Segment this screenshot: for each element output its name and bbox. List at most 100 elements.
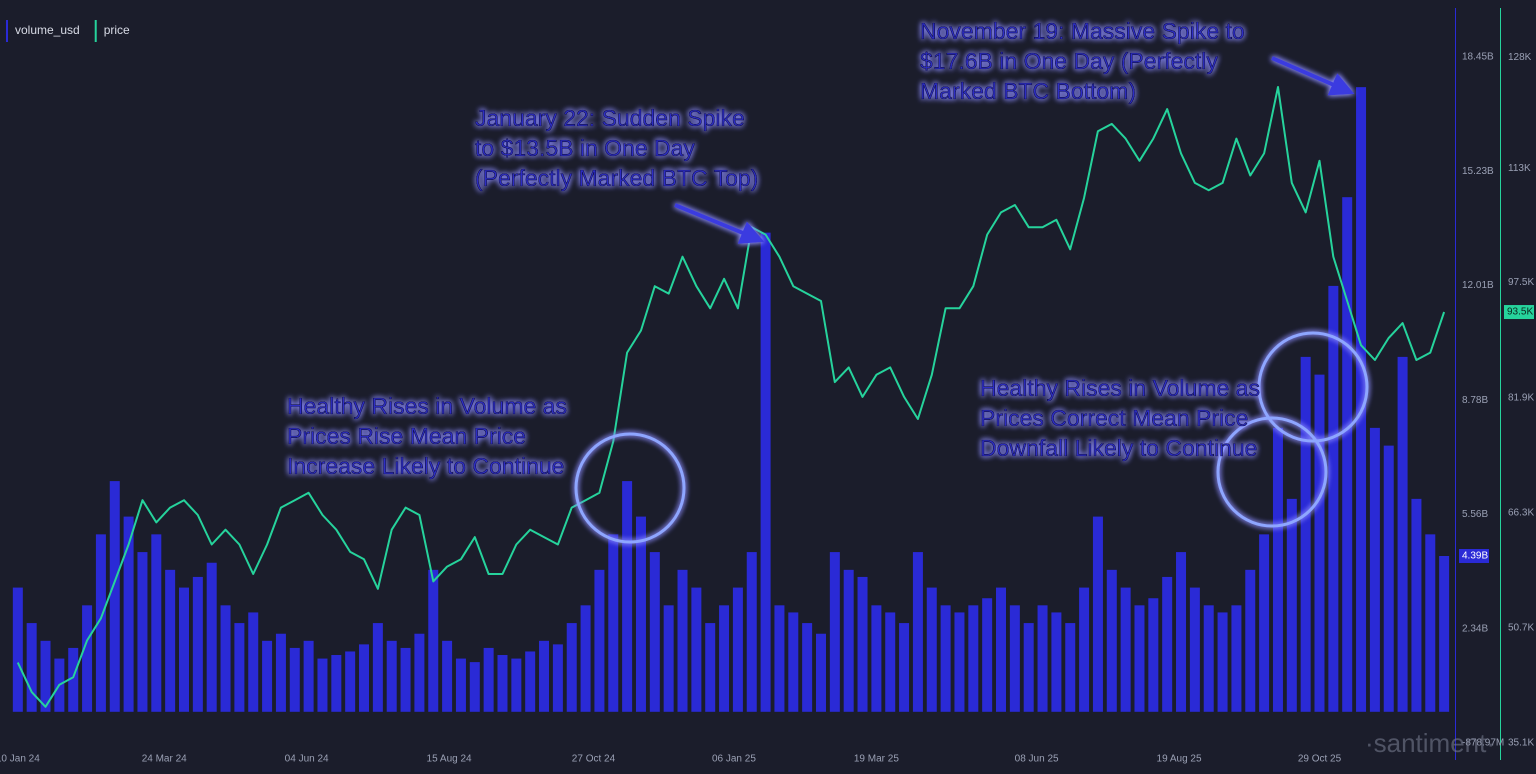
y-tick-label: 15.23B: [1462, 166, 1494, 177]
volume-bar: [192, 576, 203, 712]
highlight-circles: [574, 331, 1369, 544]
x-tick-label: 08 Jun 25: [1015, 754, 1059, 765]
volume-bar: [1106, 569, 1117, 712]
y2-tick-label: 50.7K: [1508, 623, 1534, 634]
volume-bar: [774, 605, 785, 712]
y2-tick-label: 81.9K: [1508, 392, 1534, 403]
volume-bar: [1272, 427, 1283, 712]
volume-bar: [539, 640, 550, 712]
volume-bar: [705, 623, 716, 712]
arrow: [674, 203, 765, 244]
legend-swatch: [6, 20, 8, 42]
volume-bar: [594, 569, 605, 712]
volume-bar: [359, 644, 370, 712]
volume-bar: [1383, 445, 1394, 712]
volume-bar: [580, 605, 591, 712]
volume-bar: [1231, 605, 1242, 712]
volume-bar: [469, 662, 480, 712]
volume-bar: [1051, 612, 1062, 712]
x-tick-label: 04 Jun 24: [285, 754, 329, 765]
last-value-badge: [1504, 305, 1534, 320]
volume-bar: [1120, 587, 1131, 712]
volume-bar: [497, 655, 508, 712]
volume-bar: [1425, 534, 1436, 712]
volume-bar: [802, 623, 813, 712]
volume-bar: [151, 534, 162, 712]
price-line: [16, 86, 1446, 708]
volume-bar: [1217, 612, 1228, 712]
volume-bar: [663, 605, 674, 712]
volume-bar: [608, 534, 619, 712]
watermark: ·santiment·: [1365, 728, 1495, 758]
y2-tick-label: 66.3K: [1508, 507, 1534, 518]
volume-bar: [109, 481, 120, 712]
volume-bar: [289, 647, 300, 712]
volume-bar: [165, 569, 176, 712]
volume-bar: [1356, 87, 1367, 712]
volume-bar: [137, 552, 148, 712]
annotation: (Perfectly Marked BTC Top): [475, 165, 758, 191]
volume-bar: [719, 605, 730, 712]
volume-bar: [649, 552, 660, 712]
volume-bar: [815, 633, 826, 712]
volume-bar: [691, 587, 702, 712]
volume-bar: [331, 655, 342, 712]
volume-bar: [1009, 605, 1020, 712]
volume-bar: [455, 658, 466, 712]
volume-bar: [1134, 605, 1145, 712]
volume-bar: [677, 569, 688, 712]
x-tick-label: 15 Aug 24: [427, 754, 472, 765]
volume-bar: [940, 605, 951, 712]
volume-bar: [1148, 598, 1159, 712]
volume-bar: [885, 612, 896, 712]
y2-tick-label: 113K: [1508, 163, 1531, 174]
volume-bar: [1411, 498, 1422, 712]
volume-bar: [248, 612, 259, 712]
volume-bar: [899, 623, 910, 712]
annotation: Downfall Likely to Continue: [980, 435, 1257, 461]
x-tick-label: 24 Mar 24: [142, 754, 187, 765]
x-tick-label: 27 Oct 24: [572, 754, 616, 765]
volume-bar: [525, 651, 536, 712]
annotation: Prices Rise Mean Price: [287, 423, 526, 449]
volume-bar: [1245, 569, 1256, 712]
volume-bar: [206, 562, 217, 712]
volume-bar: [1092, 516, 1103, 712]
volume-bar: [178, 587, 189, 712]
x-tick-label: 19 Mar 25: [854, 754, 899, 765]
x-tick-label: 06 Jan 25: [712, 754, 756, 765]
x-tick-label: 10 Jan 24: [0, 754, 40, 765]
volume-bar: [414, 633, 425, 712]
x-tick-label: 19 Aug 25: [1157, 754, 1202, 765]
volume-bar: [303, 640, 314, 712]
volume-bar: [1314, 374, 1325, 712]
volume-bar: [345, 651, 356, 712]
highlight-circle: [574, 432, 686, 544]
volume-bar: [635, 516, 646, 712]
y-tick-label: 18.45B: [1462, 52, 1494, 63]
volume-bar: [1176, 552, 1187, 712]
y-tick-label: -878.97M: [1462, 738, 1504, 749]
volume-bar: [372, 623, 383, 712]
legend-swatch: [94, 20, 97, 42]
legend-label: volume_usd: [15, 23, 80, 37]
volume-bar: [68, 647, 79, 712]
volume-bar: [1023, 623, 1034, 712]
volume-bar: [788, 612, 799, 712]
volume-bar: [386, 640, 397, 712]
highlight-circle: [1257, 331, 1369, 443]
volume-bar: [857, 576, 868, 712]
annotation: Marked BTC Bottom): [920, 78, 1136, 104]
volume-bar: [1397, 356, 1408, 712]
volume-bar: [871, 605, 882, 712]
volume-bar: [442, 640, 453, 712]
y2-tick-label: 35.1K: [1508, 738, 1534, 749]
y-tick-label: 2.34B: [1462, 623, 1488, 634]
highlight-circle: [1216, 416, 1328, 528]
volume-bar: [1065, 623, 1076, 712]
annotation: Prices Correct Mean Price: [980, 405, 1248, 431]
last-value-label: 4.39B: [1462, 551, 1488, 562]
legend: volume_usd price: [6, 20, 130, 42]
